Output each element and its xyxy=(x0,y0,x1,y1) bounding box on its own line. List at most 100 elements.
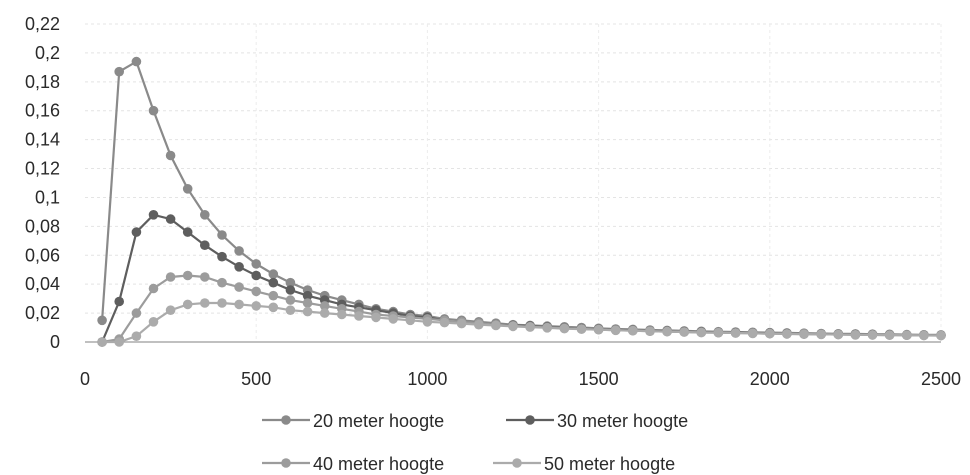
legend-marker-swatch xyxy=(525,415,535,425)
legend-item-4: 50 meter hoogte xyxy=(493,454,675,474)
y-tick-label: 0,16 xyxy=(25,101,60,121)
series-line xyxy=(101,213,942,343)
data-point xyxy=(302,298,313,308)
data-point xyxy=(131,331,142,342)
data-point xyxy=(662,326,672,337)
data-point xyxy=(354,311,364,321)
data-point xyxy=(97,337,107,347)
data-point xyxy=(730,328,741,338)
data-point xyxy=(696,327,707,338)
data-point xyxy=(200,272,210,282)
data-point xyxy=(747,328,758,339)
y-tick-label: 0,22 xyxy=(25,14,60,34)
y-tick-label: 0,1 xyxy=(35,187,60,207)
legend-label: 40 meter hoogte xyxy=(313,454,444,474)
data-point xyxy=(97,315,107,326)
data-point xyxy=(850,330,861,340)
data-point xyxy=(508,321,518,332)
data-point xyxy=(182,184,193,194)
data-point xyxy=(302,290,313,301)
data-point xyxy=(268,302,279,313)
data-point xyxy=(713,327,724,338)
data-point xyxy=(337,309,347,320)
data-point xyxy=(902,330,912,341)
legend-label: 30 meter hoogte xyxy=(557,411,688,431)
data-point xyxy=(251,270,261,281)
y-tick-label: 0,2 xyxy=(35,43,60,63)
data-point xyxy=(867,330,878,340)
y-tick-label: 0,06 xyxy=(25,245,60,265)
data-point xyxy=(114,66,124,77)
y-axis-ticks: 0 0,02 0,04 0,06 0,08 0,1 0,12 0,14 0,16 0,18 0,2 0… xyxy=(25,14,60,352)
series-1 xyxy=(97,56,946,340)
data-point xyxy=(268,269,279,279)
data-point xyxy=(200,298,210,308)
data-point xyxy=(285,295,296,305)
legend-item-3: 40 meter hoogte xyxy=(262,454,444,474)
data-point xyxy=(388,314,399,324)
data-point xyxy=(474,319,484,330)
data-point xyxy=(816,329,826,340)
legend: 20 meter hoogte 30 meter hoogte 40 meter h… xyxy=(262,411,688,474)
data-point xyxy=(165,214,176,224)
data-point xyxy=(799,329,809,339)
data-point xyxy=(217,230,227,240)
legend-label: 20 meter hoogte xyxy=(313,411,444,431)
data-point xyxy=(371,312,381,323)
data-point xyxy=(268,290,279,301)
data-point xyxy=(285,277,296,288)
data-point xyxy=(593,324,604,335)
data-point xyxy=(217,251,227,262)
series-line xyxy=(102,301,942,344)
data-point xyxy=(200,240,210,250)
data-point xyxy=(610,325,621,336)
data-point xyxy=(148,210,159,220)
data-point xyxy=(234,299,244,310)
data-point xyxy=(234,282,244,292)
data-point xyxy=(782,329,792,339)
data-point xyxy=(131,56,142,67)
legend-label: 50 meter hoogte xyxy=(544,454,675,474)
y-tick-label: 0,04 xyxy=(25,274,60,294)
data-point xyxy=(919,330,929,341)
data-point xyxy=(525,322,535,332)
data-point xyxy=(576,324,587,334)
data-point xyxy=(302,306,313,317)
legend-marker-swatch xyxy=(281,415,291,425)
data-point xyxy=(319,301,330,311)
data-point xyxy=(679,327,689,337)
data-point xyxy=(645,326,655,337)
data-point xyxy=(285,285,296,295)
series-group xyxy=(97,56,946,347)
data-point xyxy=(833,329,844,340)
x-axis-ticks: 0 500 1000 1500 2000 2500 xyxy=(80,369,961,389)
data-point xyxy=(234,246,244,256)
x-tick-label: 500 xyxy=(241,369,271,389)
legend-marker-swatch xyxy=(512,458,522,468)
data-point xyxy=(285,305,296,316)
series-line xyxy=(101,274,942,344)
x-tick-label: 2000 xyxy=(750,369,790,389)
data-point xyxy=(884,330,895,340)
data-point xyxy=(268,277,279,288)
data-point xyxy=(234,262,244,272)
data-point xyxy=(422,317,433,327)
data-point xyxy=(148,283,159,294)
data-point xyxy=(491,320,501,331)
gridlines xyxy=(85,23,942,342)
data-point xyxy=(217,277,227,288)
data-point xyxy=(182,270,193,281)
y-tick-label: 0,12 xyxy=(25,159,60,179)
legend-item-2: 30 meter hoogte xyxy=(506,411,688,431)
data-point xyxy=(542,323,552,333)
series-4 xyxy=(97,298,946,347)
data-point xyxy=(148,105,159,116)
y-tick-label: 0,08 xyxy=(25,216,60,236)
data-point xyxy=(165,150,176,161)
y-tick-label: 0,18 xyxy=(25,72,60,92)
series-line xyxy=(101,59,942,336)
data-point xyxy=(182,227,193,237)
data-point xyxy=(456,318,467,329)
data-point xyxy=(217,298,227,308)
